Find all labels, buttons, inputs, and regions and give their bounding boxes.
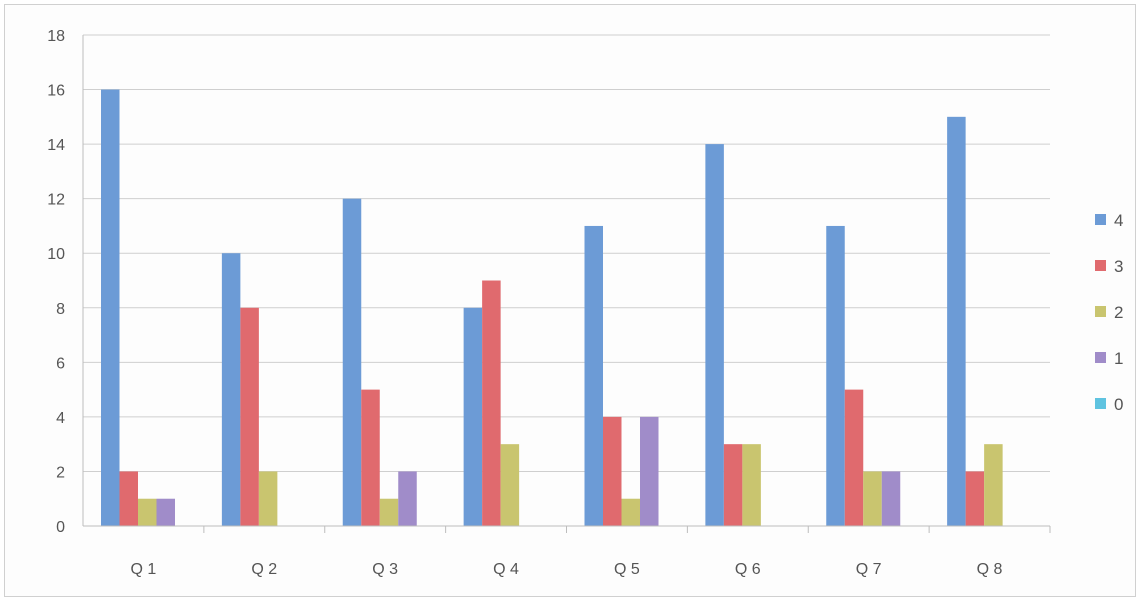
x-tick-label: Q 1: [131, 561, 157, 578]
legend: 4 3 2 1 0: [1095, 211, 1123, 414]
legend-swatch-3: [1095, 260, 1106, 271]
legend-label-0: 0: [1114, 395, 1123, 414]
y-tick-label: 4: [56, 410, 65, 427]
legend-label-2: 2: [1114, 303, 1123, 322]
y-tick-label: 14: [47, 137, 65, 154]
bar-q8-series-2: [984, 444, 1003, 526]
bar-q3-series-1: [398, 471, 417, 526]
x-tick-label: Q 7: [856, 561, 882, 578]
y-tick-label: 2: [56, 464, 65, 481]
bar-q4-series-4: [463, 307, 483, 526]
bar-q6-series-4: [705, 144, 724, 526]
bar-q1-series-3: [119, 471, 138, 526]
legend-swatch-2: [1095, 306, 1106, 317]
axes: [82, 35, 1051, 533]
bars: [101, 89, 1003, 527]
x-axis-tick-labels: Q 1 Q 2 Q 3 Q 4 Q 5 Q 6 Q 7 Q 8: [131, 561, 1003, 578]
x-tick-label: Q 6: [735, 561, 761, 578]
bar-q2-series-2: [258, 471, 278, 526]
bar-q5-series-3: [603, 416, 622, 526]
bar-q7-series-2: [863, 471, 882, 526]
bar-q8-series-4: [947, 116, 966, 526]
y-tick-label: 18: [47, 28, 65, 45]
x-tick-label: Q 4: [493, 561, 519, 578]
legend-swatch-4: [1095, 214, 1106, 225]
x-tick-label: Q 2: [251, 561, 277, 578]
bar-q7-series-4: [826, 225, 845, 526]
x-tick-label: Q 5: [614, 561, 640, 578]
y-tick-label: 10: [47, 246, 65, 263]
bar-q7-series-3: [844, 389, 864, 526]
bar-q8-series-3: [965, 471, 985, 526]
bar-q5-series-2: [621, 498, 640, 526]
bar-q1-series-4: [101, 89, 120, 527]
bar-q2-series-4: [221, 253, 241, 526]
bar-q6-series-3: [723, 444, 743, 526]
bar-q4-series-2: [500, 444, 520, 526]
bar-q7-series-1: [881, 471, 901, 526]
legend-swatch-0: [1095, 398, 1106, 409]
bar-q1-series-1: [156, 498, 175, 526]
legend-label-3: 3: [1114, 257, 1123, 276]
y-tick-label: 6: [56, 355, 65, 372]
bar-q5-series-1: [640, 416, 659, 526]
y-tick-label: 8: [56, 301, 65, 318]
y-tick-label: 16: [47, 83, 65, 100]
y-axis-tick-labels: 0 2 4 6 8 10 12 14 16 18: [47, 28, 65, 536]
bar-q3-series-2: [379, 498, 399, 526]
bar-q3-series-4: [342, 198, 362, 526]
bar-q2-series-3: [240, 307, 259, 526]
bar-q4-series-3: [482, 280, 501, 526]
y-tick-label: 12: [47, 192, 65, 209]
bar-q6-series-2: [742, 444, 761, 526]
legend-swatch-1: [1095, 352, 1106, 363]
x-tick-label: Q 3: [372, 561, 398, 578]
x-tick-label: Q 8: [977, 561, 1003, 578]
bar-q3-series-3: [361, 389, 380, 526]
legend-label-1: 1: [1114, 349, 1123, 368]
y-tick-label: 0: [56, 519, 65, 536]
bar-q5-series-4: [584, 225, 603, 526]
bar-q1-series-2: [138, 498, 157, 526]
legend-label-4: 4: [1114, 211, 1123, 230]
